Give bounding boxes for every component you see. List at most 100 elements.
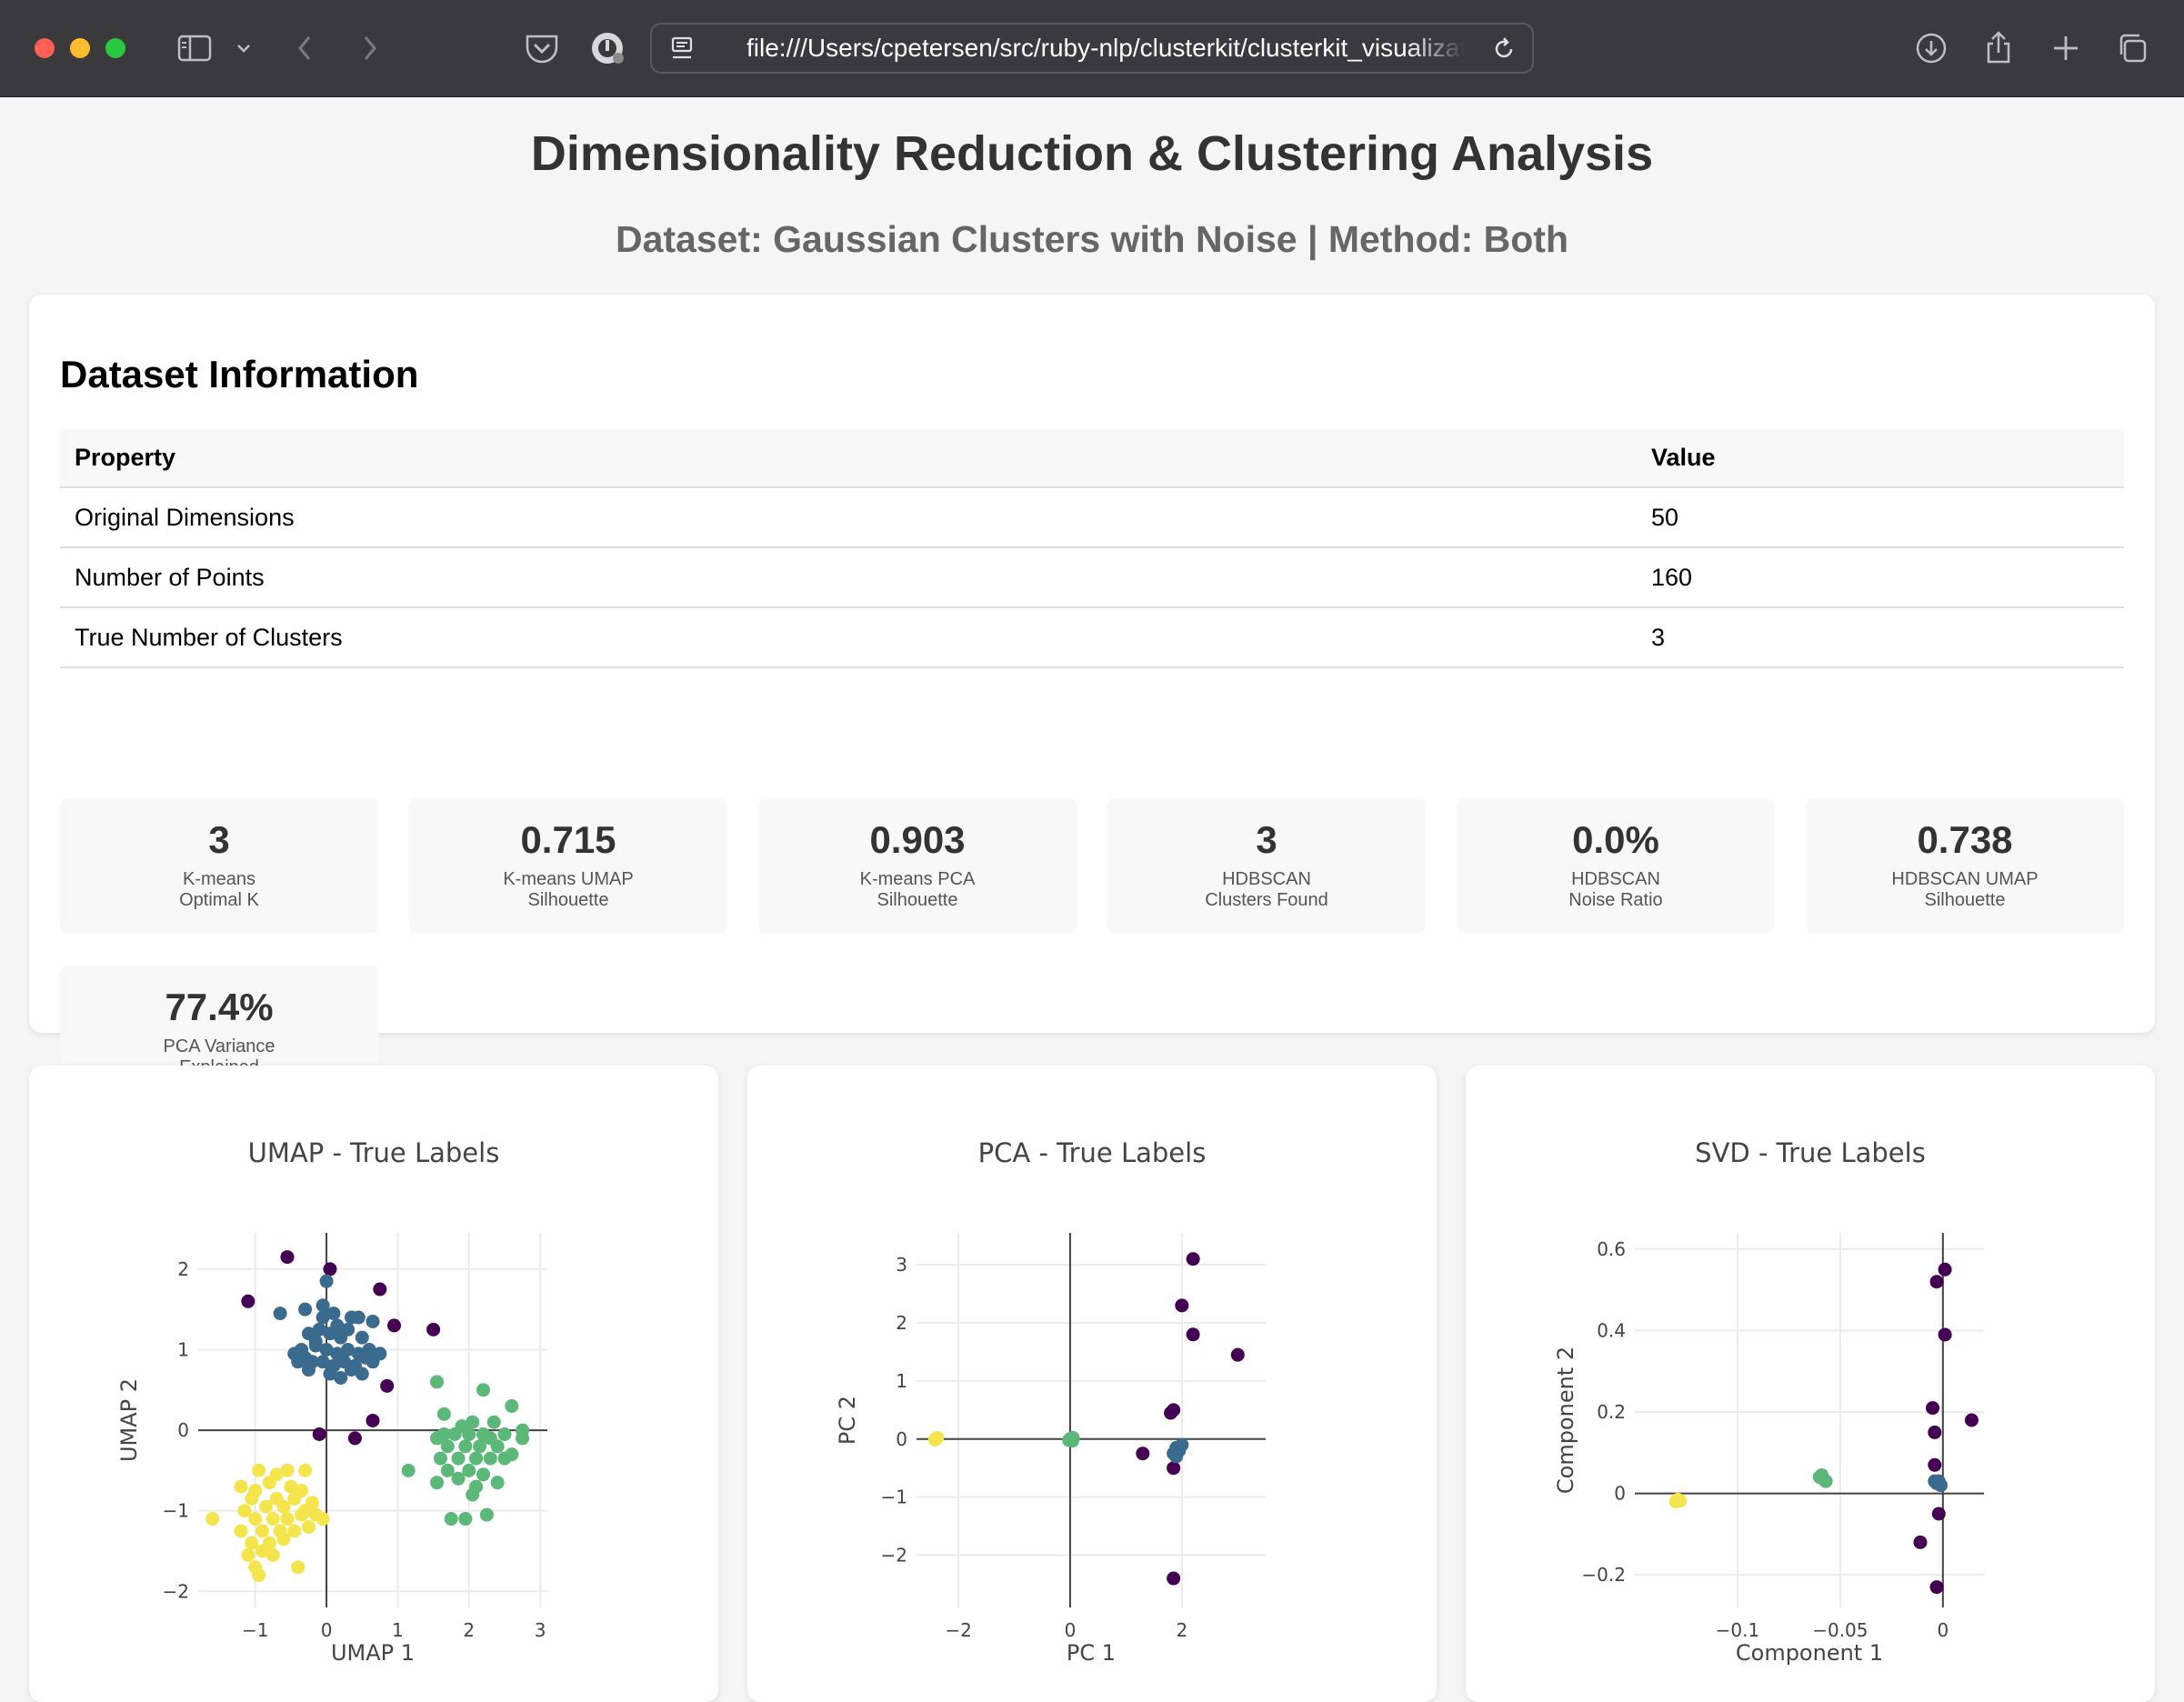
tab-overview-icon[interactable] (2113, 27, 2153, 69)
data-point (276, 1532, 291, 1547)
data-point (291, 1560, 306, 1575)
stat-label: HDBSCAN Clusters Found (1205, 869, 1328, 910)
data-point (351, 1310, 366, 1325)
umap-scatter-plot[interactable]: UMAP - True Labels −1 0 1 2 3 −2 −1 0 1 2 UMAP 1 UMA… (29, 1066, 718, 1702)
data-point (312, 1427, 326, 1442)
maximize-window-button[interactable] (105, 38, 125, 58)
data-point (436, 1407, 451, 1421)
stat-kmeans-umap-silhouette: 0.715 K-means UMAP Silhouette (409, 798, 727, 933)
data-point (366, 1413, 380, 1427)
stat-hdbscan-umap-silhouette: 0.738 HDBSCAN UMAP Silhouette (1806, 798, 2124, 933)
y-tick-label: −1 (163, 1500, 189, 1522)
chart-title: UMAP - True Labels (248, 1137, 500, 1168)
data-point (451, 1451, 466, 1466)
stat-value: 3 (1256, 818, 1277, 861)
data-point (245, 1536, 259, 1550)
data-point (1812, 1470, 1827, 1485)
data-point (1167, 1571, 1181, 1586)
chevron-down-icon[interactable] (233, 27, 255, 69)
download-icon[interactable] (1911, 27, 1951, 69)
minimize-window-button[interactable] (70, 38, 90, 58)
x-axis-title: UMAP 1 (331, 1640, 415, 1666)
data-point (237, 1504, 252, 1518)
data-point (1186, 1252, 1200, 1266)
address-bar[interactable]: file:///Users/cpetersen/src/ruby-nlp/clu… (650, 23, 1534, 74)
data-point (1175, 1298, 1189, 1313)
data-point (255, 1544, 270, 1558)
back-icon[interactable] (291, 27, 320, 69)
data-point (366, 1314, 380, 1328)
table-cell-value: 160 (1637, 547, 2124, 608)
data-point (287, 1347, 302, 1361)
data-point (252, 1463, 266, 1477)
stat-hdbscan-clusters: 3 HDBSCAN Clusters Found (1107, 798, 1426, 933)
stat-kmeans-optimal-k: 3 K-means Optimal K (60, 798, 378, 933)
share-icon[interactable] (1979, 27, 2019, 69)
close-window-button[interactable] (35, 38, 55, 58)
data-point (258, 1499, 273, 1514)
data-point (298, 1350, 313, 1365)
data-point (298, 1302, 313, 1317)
data-point (1169, 1449, 1184, 1464)
page-settings-icon[interactable] (668, 34, 699, 69)
data-point (347, 1431, 362, 1446)
stat-value: 0.0% (1572, 818, 1659, 861)
stat-label: K-means Optimal K (179, 869, 259, 910)
data-point (301, 1519, 316, 1534)
data-point (1928, 1457, 1942, 1472)
x-tick-label: 3 (535, 1619, 546, 1641)
umap-plot-card: UMAP - True Labels −1 0 1 2 3 −2 −1 0 1 2 UMAP 1 UMA… (29, 1066, 718, 1702)
data-point (241, 1547, 255, 1562)
data-point (1928, 1474, 1942, 1488)
new-tab-icon[interactable] (2046, 27, 2086, 69)
data-point (479, 1507, 494, 1522)
data-point (1164, 1406, 1178, 1420)
svd-plot-card: SVD - True Labels −0.1 −0.05 0 −0.2 0 0.2 0.4 0.… (1466, 1066, 2155, 1702)
y-tick-label: 2 (896, 1312, 907, 1334)
data-point (341, 1342, 356, 1357)
pocket-icon[interactable] (522, 27, 562, 69)
data-point (433, 1451, 447, 1466)
data-point (316, 1355, 330, 1369)
data-point (248, 1484, 263, 1498)
data-point (355, 1330, 369, 1345)
y-tick-label: 1 (177, 1338, 189, 1360)
stat-value: 0.903 (869, 818, 966, 861)
y-axis-title: UMAP 2 (116, 1378, 142, 1462)
data-point (1913, 1535, 1928, 1549)
data-point (323, 1262, 337, 1276)
page-title: Dimensionality Reduction & Clustering An… (530, 126, 1654, 181)
data-point (269, 1467, 284, 1482)
data-point (255, 1524, 270, 1538)
data-point (426, 1322, 441, 1337)
pca-plot-card: PCA - True Labels −2 0 2 −2 −1 0 1 2 3 PC 1 PC 2 (747, 1066, 1437, 1702)
table-cell-property: Number of Points (60, 547, 1637, 608)
data-point (319, 1274, 334, 1288)
data-point (295, 1484, 309, 1498)
data-point (490, 1476, 505, 1490)
table-row: Original Dimensions 50 (60, 487, 2124, 548)
data-point (436, 1427, 451, 1442)
data-point (323, 1367, 337, 1381)
data-point (458, 1512, 473, 1527)
table-row: Number of Points 160 (60, 547, 2124, 608)
data-point (1938, 1262, 1952, 1276)
data-point (1929, 1275, 1944, 1289)
url-text[interactable]: file:///Users/cpetersen/src/ruby-nlp/clu… (746, 34, 1465, 62)
x-tick-label: 0 (1065, 1619, 1077, 1641)
y-axis-title: PC 2 (835, 1396, 860, 1445)
reload-icon[interactable] (1488, 34, 1519, 69)
data-point (476, 1383, 490, 1397)
sidebar-toggle-icon[interactable] (175, 27, 215, 69)
extension-icon[interactable] (589, 27, 629, 69)
pca-scatter-plot[interactable]: PCA - True Labels −2 0 2 −2 −1 0 1 2 3 PC 1 PC 2 (747, 1066, 1437, 1702)
data-point (380, 1378, 395, 1393)
y-tick-label: 0.4 (1597, 1319, 1626, 1341)
svd-scatter-plot[interactable]: SVD - True Labels −0.1 −0.05 0 −0.2 0 0.2 0.4 0.… (1466, 1066, 2155, 1702)
x-tick-label: 2 (1176, 1619, 1187, 1641)
chart-title: SVD - True Labels (1695, 1137, 1926, 1168)
data-point (1929, 1580, 1944, 1595)
x-tick-label: −0.05 (1812, 1619, 1868, 1641)
forward-icon[interactable] (355, 27, 384, 69)
data-point (1230, 1347, 1245, 1362)
